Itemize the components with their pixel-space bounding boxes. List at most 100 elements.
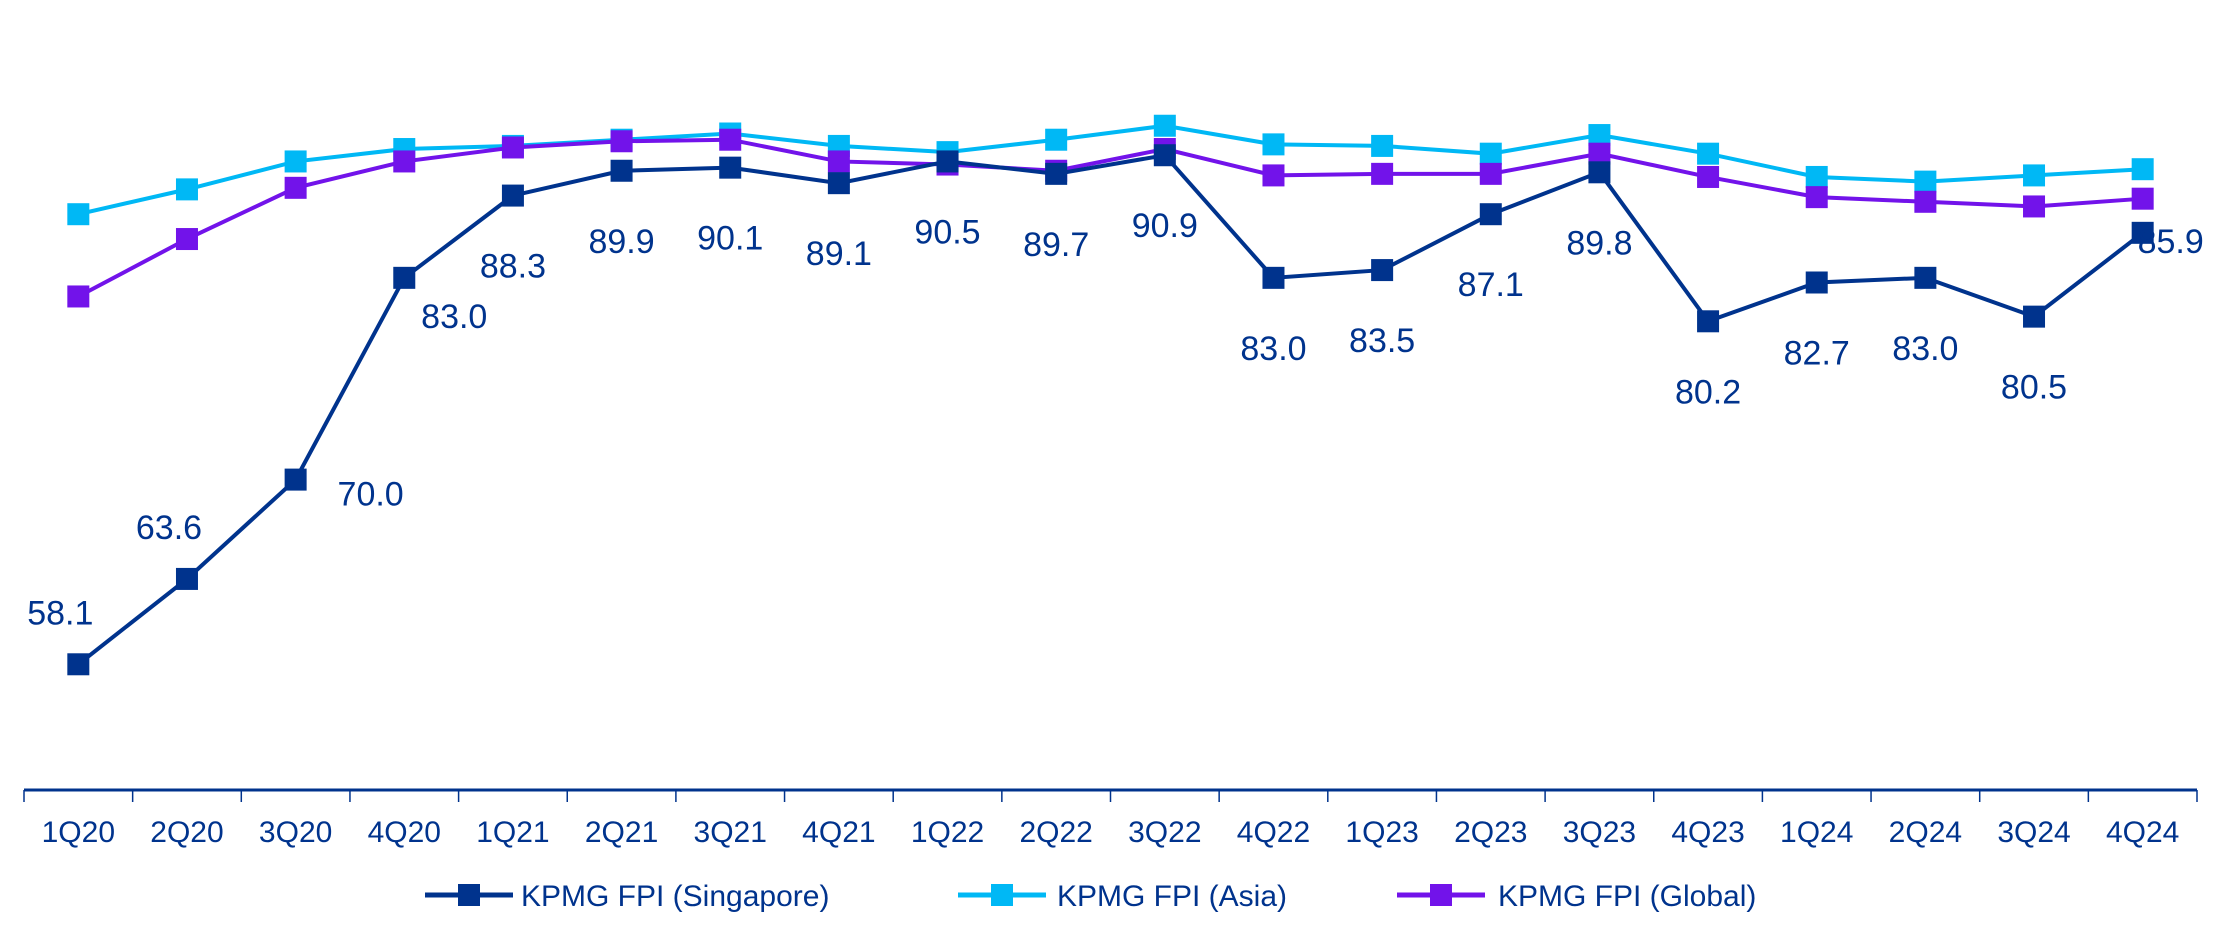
x-tick-label: 3Q22 xyxy=(1128,816,1201,849)
legend-label: KPMG FPI (Global) xyxy=(1498,880,1756,913)
data-point-1 xyxy=(1045,128,1068,151)
data-label: 83.0 xyxy=(1240,330,1306,368)
data-label: 87.1 xyxy=(1458,266,1524,304)
data-label: 63.6 xyxy=(136,509,202,547)
x-tick-label: 1Q23 xyxy=(1345,816,1418,849)
data-label: 85.9 xyxy=(2138,223,2204,261)
data-point-0 xyxy=(610,159,633,182)
data-point-1 xyxy=(175,178,198,201)
data-point-2 xyxy=(1588,142,1611,165)
data-point-2 xyxy=(67,285,90,308)
legend-label: KPMG FPI (Asia) xyxy=(1057,880,1287,913)
data-point-2 xyxy=(2023,195,2046,218)
x-tick-label: 4Q24 xyxy=(2106,816,2179,849)
data-label: 90.9 xyxy=(1132,207,1198,245)
data-point-1 xyxy=(1697,142,1720,165)
data-point-0 xyxy=(501,184,524,207)
data-point-1 xyxy=(1914,170,1937,193)
data-point-2 xyxy=(1262,164,1285,187)
data-label: 58.1 xyxy=(27,594,93,632)
data-point-1 xyxy=(2023,164,2046,187)
data-point-0 xyxy=(284,468,307,491)
series-line-0 xyxy=(77,153,2144,666)
data-point-0 xyxy=(393,266,416,289)
data-label: 88.3 xyxy=(480,248,546,286)
data-point-0 xyxy=(1697,310,1720,333)
data-point-2 xyxy=(175,228,198,251)
data-point-2 xyxy=(284,176,307,199)
data-point-1 xyxy=(1262,133,1285,156)
data-labels: 58.1 63.6 70.0 83.0 88.3 89.9 90.1 89.1 90.5 89.7… xyxy=(27,207,2204,632)
x-tick-label: 4Q23 xyxy=(1671,816,1744,849)
data-label: 89.8 xyxy=(1566,224,1632,262)
data-point-0 xyxy=(1805,271,1828,294)
data-point-0 xyxy=(2131,221,2154,244)
legend: KPMG FPI (Singapore) KPMG FPI (Asia) KPMG … xyxy=(425,880,1756,913)
x-axis: 1Q20 2Q20 3Q20 4Q20 1Q21 2Q21 3Q21 4Q21 1Q22 2Q22… xyxy=(23,788,2198,849)
data-label: 89.1 xyxy=(806,235,872,273)
x-tick-label: 2Q20 xyxy=(150,816,223,849)
data-point-0 xyxy=(67,653,90,676)
data-point-1 xyxy=(1805,165,1828,188)
data-point-0 xyxy=(1371,259,1394,282)
x-tick-label: 1Q22 xyxy=(911,816,984,849)
data-point-2 xyxy=(501,136,524,159)
data-point-0 xyxy=(1479,203,1502,226)
data-point-0 xyxy=(175,567,198,590)
x-tick-label: 4Q20 xyxy=(368,816,441,849)
data-point-1 xyxy=(2131,158,2154,181)
data-label: 83.0 xyxy=(1892,330,1958,368)
x-tick-label: 4Q22 xyxy=(1237,816,1310,849)
series-line-1 xyxy=(77,123,2143,217)
data-label: 89.9 xyxy=(588,223,654,261)
data-label: 90.1 xyxy=(697,220,763,258)
data-point-0 xyxy=(1045,162,1068,185)
x-tick-label: 3Q20 xyxy=(259,816,332,849)
data-point-0 xyxy=(1262,266,1285,289)
data-point-2 xyxy=(827,150,850,173)
data-point-0 xyxy=(719,156,742,179)
x-tick-label: 4Q21 xyxy=(802,816,875,849)
x-tick-label: 2Q21 xyxy=(585,816,658,849)
x-tick-label: 1Q24 xyxy=(1780,816,1853,849)
data-point-0 xyxy=(936,150,959,173)
x-tick-label: 2Q22 xyxy=(1019,816,1092,849)
x-tick-label: 3Q24 xyxy=(1997,816,2070,849)
legend-label: KPMG FPI (Singapore) xyxy=(521,880,829,913)
data-point-1 xyxy=(67,203,90,226)
legend-marker-2 xyxy=(1430,884,1452,906)
data-point-1 xyxy=(1479,142,1502,165)
series-line-2 xyxy=(77,137,2143,299)
legend-marker-1 xyxy=(991,884,1013,906)
x-tick-label: 3Q21 xyxy=(694,816,767,849)
data-label: 80.2 xyxy=(1675,373,1741,411)
data-point-2 xyxy=(393,150,416,173)
data-point-0 xyxy=(827,172,850,195)
series-group xyxy=(67,114,2154,676)
data-point-2 xyxy=(2131,187,2154,210)
data-label: 83.5 xyxy=(1349,322,1415,360)
data-point-1 xyxy=(1588,124,1611,147)
x-tick-label: 2Q24 xyxy=(1889,816,1962,849)
x-tick-label: 1Q21 xyxy=(476,816,549,849)
data-point-1 xyxy=(1371,134,1394,157)
data-point-2 xyxy=(1914,190,1937,213)
data-point-1 xyxy=(284,150,307,173)
data-point-0 xyxy=(1153,144,1176,167)
data-point-0 xyxy=(1914,266,1937,289)
x-tick-label: 3Q23 xyxy=(1563,816,1636,849)
data-point-1 xyxy=(1153,114,1176,137)
legend-marker-0 xyxy=(458,884,480,906)
data-label: 90.5 xyxy=(914,213,980,251)
data-label: 82.7 xyxy=(1784,334,1850,372)
data-label: 80.5 xyxy=(2001,369,2067,407)
data-point-0 xyxy=(1588,161,1611,184)
x-tick-label: 1Q20 xyxy=(42,816,115,849)
data-label: 89.7 xyxy=(1023,226,1089,264)
data-point-2 xyxy=(1479,162,1502,185)
data-point-2 xyxy=(1805,186,1828,209)
data-point-2 xyxy=(719,128,742,151)
data-point-0 xyxy=(2023,305,2046,328)
data-label: 70.0 xyxy=(338,476,404,514)
